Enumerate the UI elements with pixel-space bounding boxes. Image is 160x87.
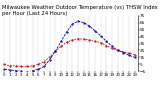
Text: Milwaukee Weather Outdoor Temperature (vs) THSW Index per Hour (Last 24 Hours): Milwaukee Weather Outdoor Temperature (v… (2, 5, 157, 16)
